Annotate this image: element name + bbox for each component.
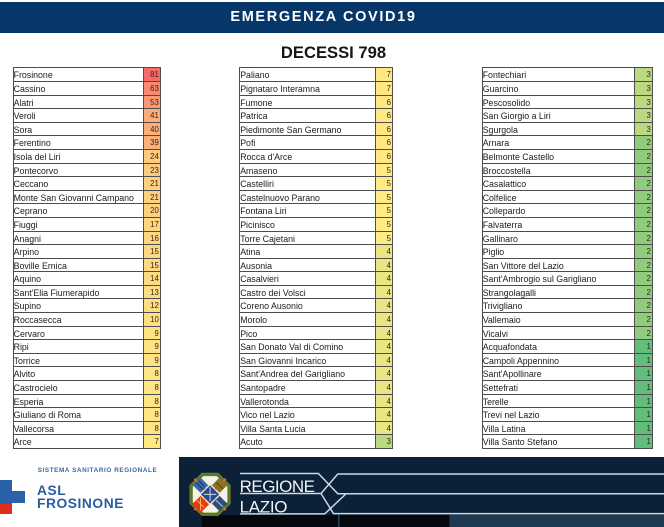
svg-text:REGIONE: REGIONE	[239, 477, 314, 496]
svg-text:LAZIO: LAZIO	[239, 497, 287, 516]
